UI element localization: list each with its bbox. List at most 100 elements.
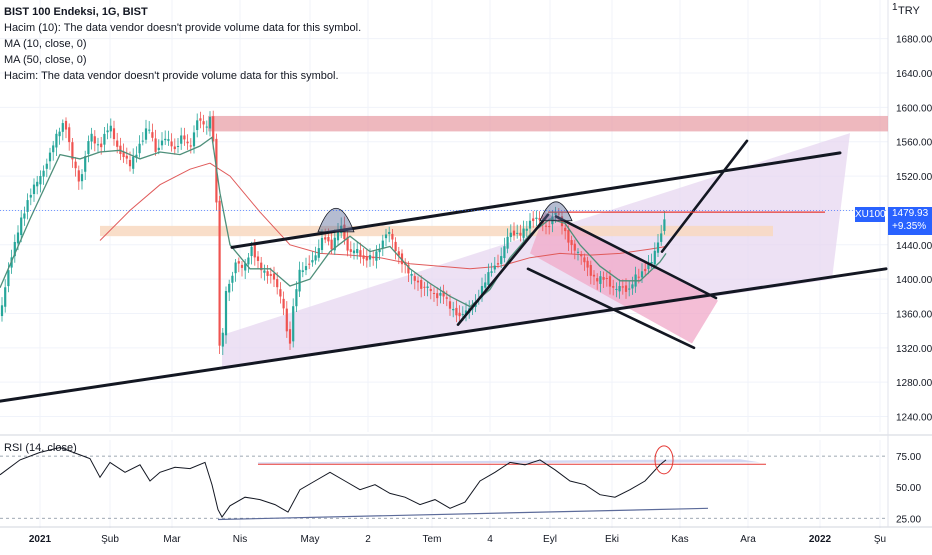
candle-body xyxy=(496,263,500,265)
candle-body xyxy=(13,241,16,257)
candle-body xyxy=(656,242,660,253)
candle-body xyxy=(74,161,77,169)
candle-body xyxy=(557,213,560,215)
legend-volume-10[interactable]: Hacim (10): The data vendor doesn't prov… xyxy=(4,22,362,34)
candle-body xyxy=(480,286,484,298)
candle-body xyxy=(445,297,448,299)
candle-body xyxy=(576,251,580,253)
candle-body xyxy=(157,147,160,150)
candle-body xyxy=(253,244,256,258)
candle-body xyxy=(596,278,599,282)
candle-body xyxy=(103,133,106,145)
candle-body xyxy=(16,232,20,244)
time-tick-label: 2021 xyxy=(29,534,52,545)
candle-body xyxy=(256,256,260,261)
candle-body xyxy=(112,128,116,140)
price-tick-label: 1560.00 xyxy=(896,138,932,149)
candle-body xyxy=(573,243,576,251)
candle-body xyxy=(375,251,378,261)
candle-body xyxy=(125,155,128,159)
candle-body xyxy=(196,120,199,131)
candle-body xyxy=(189,145,192,147)
candle-body xyxy=(48,152,52,162)
candle-body xyxy=(234,262,237,274)
candle-body xyxy=(487,272,490,285)
candle-body xyxy=(298,269,301,292)
rsi-band-fill xyxy=(258,459,760,464)
candle-body xyxy=(308,263,311,265)
candle-body xyxy=(279,289,282,297)
candle-body xyxy=(391,233,394,240)
price-tick-label: 1280.00 xyxy=(896,378,932,389)
candle-body xyxy=(506,236,509,249)
time-tick-label: 2022 xyxy=(809,534,832,545)
legend-ma-10[interactable]: MA (10, close, 0) xyxy=(4,38,87,50)
candle-body xyxy=(532,218,535,222)
candle-body xyxy=(509,232,512,238)
candle-body xyxy=(327,237,330,242)
candle-body xyxy=(512,230,516,236)
candle-body xyxy=(0,305,4,317)
candle-body xyxy=(567,230,570,243)
price-tick-label: 1440.00 xyxy=(896,241,932,252)
legend-volume[interactable]: Hacim: The data vendor doesn't provide v… xyxy=(4,70,339,82)
candle-body xyxy=(525,228,528,231)
candle-body xyxy=(640,271,644,278)
time-tick-label: Nis xyxy=(233,534,247,545)
candle-body xyxy=(660,233,663,242)
legend-ma-50[interactable]: MA (50, close, 0) xyxy=(4,54,87,66)
candle-body xyxy=(493,265,496,270)
candle-body xyxy=(394,241,397,252)
candle-body xyxy=(23,213,26,219)
rsi-legend-label[interactable]: RSI (14, close) xyxy=(4,442,77,454)
candle-body xyxy=(68,127,71,143)
candle-body xyxy=(272,273,276,280)
currency-label[interactable]: TRY xyxy=(898,5,920,17)
candle-body xyxy=(346,236,349,251)
candle-body xyxy=(26,200,29,212)
price-tick-label: 1400.00 xyxy=(896,275,932,286)
candle-body xyxy=(580,254,583,257)
candle-body xyxy=(237,261,240,264)
candle-body xyxy=(221,332,224,347)
candle-body xyxy=(324,237,327,240)
candle-body xyxy=(247,257,250,265)
candle-body xyxy=(570,240,573,246)
candle-body xyxy=(624,285,628,292)
candle-body xyxy=(490,271,493,273)
ma-10-line xyxy=(0,136,667,308)
candle-body xyxy=(452,308,455,311)
candle-body xyxy=(605,278,608,280)
time-tick-label: Şu xyxy=(874,534,886,545)
candle-body xyxy=(602,276,605,280)
candle-body xyxy=(564,227,567,232)
candle-body xyxy=(164,138,167,141)
candle-body xyxy=(372,256,375,259)
candle-body xyxy=(96,144,100,146)
candle-body xyxy=(365,256,368,261)
time-tick-label: Eki xyxy=(605,534,619,545)
head-marker-2 xyxy=(539,201,573,222)
candle-body xyxy=(330,239,333,250)
candle-body xyxy=(560,216,564,227)
candle-body xyxy=(368,255,372,260)
candle-body xyxy=(276,279,279,288)
candle-body xyxy=(58,131,61,137)
candle-body xyxy=(644,268,647,272)
candle-body xyxy=(653,250,656,265)
legend-title[interactable]: BIST 100 Endeksi, 1G, BIST xyxy=(4,6,148,18)
candle-body xyxy=(356,249,359,254)
candle-body xyxy=(461,313,464,315)
candle-body xyxy=(116,140,119,147)
rsi-highlight-circle xyxy=(654,445,674,475)
time-axis: 2021 Şub Mar Nis May 2 Tem 4 Eyl Eki Kas Ara 2022 Şu xyxy=(29,534,886,545)
candle-body xyxy=(84,156,87,172)
rsi-support-line xyxy=(217,507,709,521)
rsi-tick-label: 25.00 xyxy=(896,514,921,525)
candle-body xyxy=(586,260,589,268)
candle-body xyxy=(266,271,269,276)
candle-body xyxy=(612,286,615,288)
candle-body xyxy=(205,126,208,128)
